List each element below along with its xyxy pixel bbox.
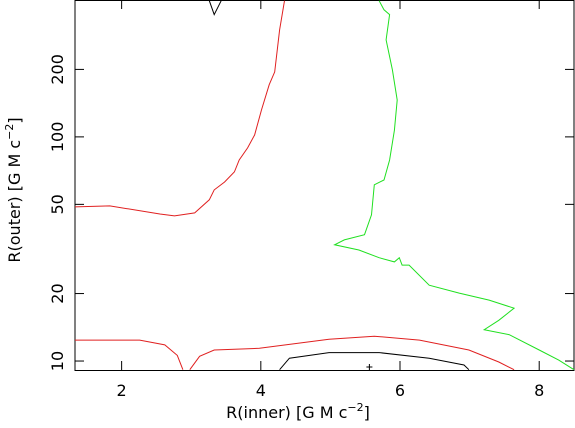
best-fit-marker [366, 364, 373, 371]
y-label-end: ] [5, 117, 24, 123]
y-tick-label: 10 [48, 351, 67, 371]
y-tick-label: 20 [48, 283, 67, 303]
y-label-text: R(outer) [G M c [5, 140, 24, 263]
x-tick-label: 8 [534, 381, 544, 400]
y-label-exp: −2 [3, 124, 16, 140]
y-tick-label: 100 [48, 122, 67, 153]
contour-line [333, 0, 575, 371]
y-tick-label: 50 [48, 194, 67, 214]
x-label-text: R(inner) [G M c [226, 403, 347, 422]
x-label-exp: −2 [347, 401, 363, 414]
x-tick-label: 6 [395, 381, 405, 400]
contour-line [208, 0, 470, 371]
x-label-end: ] [364, 403, 370, 422]
plot-frame [74, 0, 575, 371]
x-axis-label: R(inner) [G M c−2] [226, 401, 370, 422]
x-tick-label: 2 [117, 381, 127, 400]
contour-line [74, 0, 515, 371]
y-axis-label: R(outer) [G M c−2] [3, 117, 24, 262]
y-tick-label: 200 [48, 54, 67, 85]
x-tick-label: 4 [256, 381, 266, 400]
